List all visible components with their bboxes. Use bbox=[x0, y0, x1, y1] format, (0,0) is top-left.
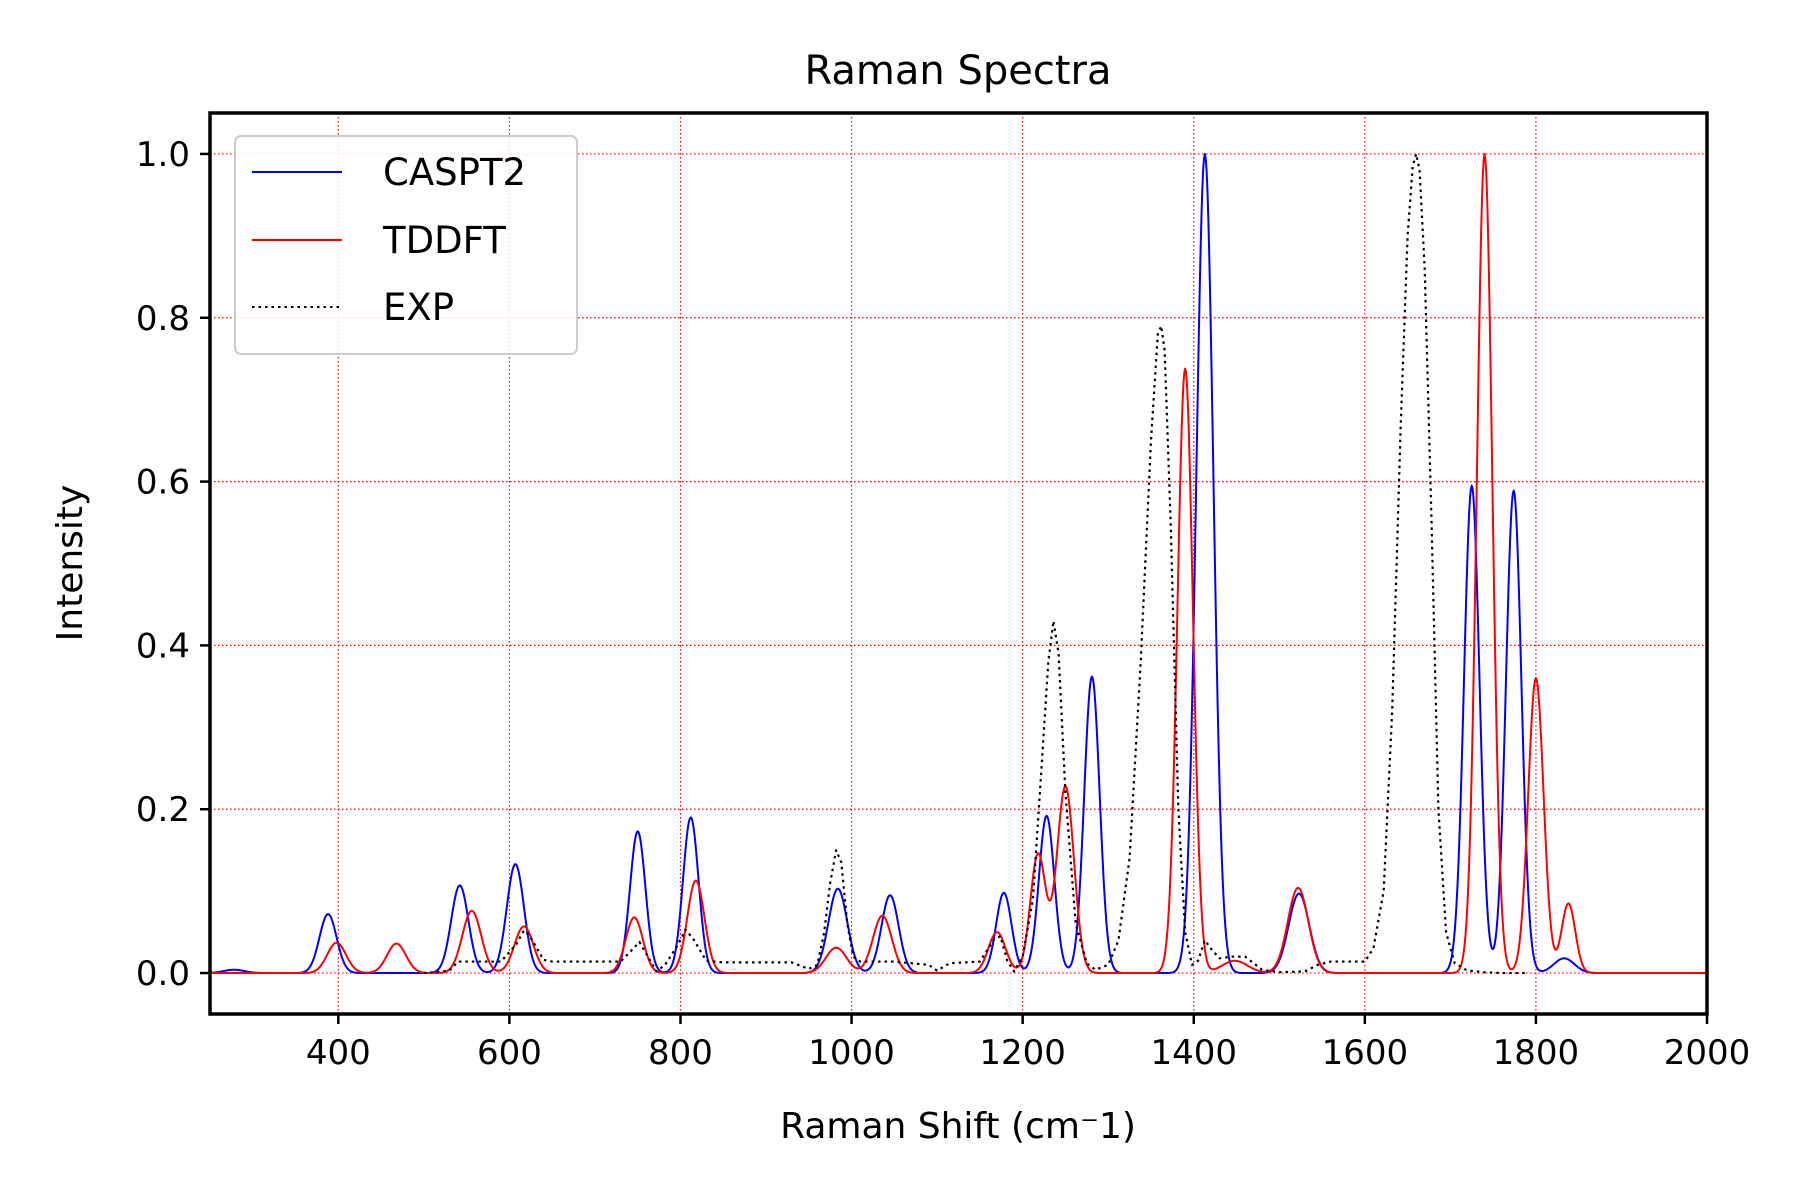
legend-label-caspt2: CASPT2 bbox=[383, 151, 526, 194]
y-tick-label: 0.2 bbox=[136, 790, 190, 830]
legend-box bbox=[234, 135, 578, 355]
x-tick-label: 1400 bbox=[1150, 1033, 1237, 1073]
x-tick-label: 1000 bbox=[808, 1033, 895, 1073]
x-axis-ticks: 400 600 800 1000 1200 1400 1600 1800 2000 bbox=[306, 1014, 1750, 1073]
x-tick-label: 1600 bbox=[1322, 1033, 1409, 1073]
legend-label-tddft: TDDFT bbox=[382, 219, 506, 262]
legend-label-exp: EXP bbox=[383, 286, 454, 329]
y-tick-label: 0.0 bbox=[136, 954, 190, 994]
x-tick-label: 1800 bbox=[1493, 1033, 1580, 1073]
x-tick-label: 800 bbox=[648, 1033, 713, 1073]
y-axis-ticks: 0.0 0.2 0.4 0.6 0.8 1.0 bbox=[136, 135, 210, 994]
x-tick-label: 400 bbox=[306, 1033, 371, 1073]
series-line-tddft bbox=[209, 152, 1708, 975]
legend: CASPT2 TDDFT EXP bbox=[234, 135, 578, 355]
y-axis-label: Intensity bbox=[50, 485, 91, 642]
x-axis-label: Raman Shift (cm⁻1) bbox=[780, 1106, 1136, 1147]
x-tick-label: 600 bbox=[477, 1033, 542, 1073]
series-lines bbox=[209, 152, 1708, 975]
plot-frame bbox=[208, 111, 1709, 1016]
x-tick-label: 2000 bbox=[1664, 1033, 1751, 1073]
y-tick-label: 0.6 bbox=[136, 463, 190, 503]
y-tick-label: 0.4 bbox=[136, 626, 190, 666]
chart-title: Raman Spectra bbox=[805, 48, 1112, 94]
y-tick-label: 1.0 bbox=[136, 135, 190, 175]
y-tick-label: 0.8 bbox=[136, 299, 190, 339]
x-tick-label: 1200 bbox=[979, 1033, 1066, 1073]
